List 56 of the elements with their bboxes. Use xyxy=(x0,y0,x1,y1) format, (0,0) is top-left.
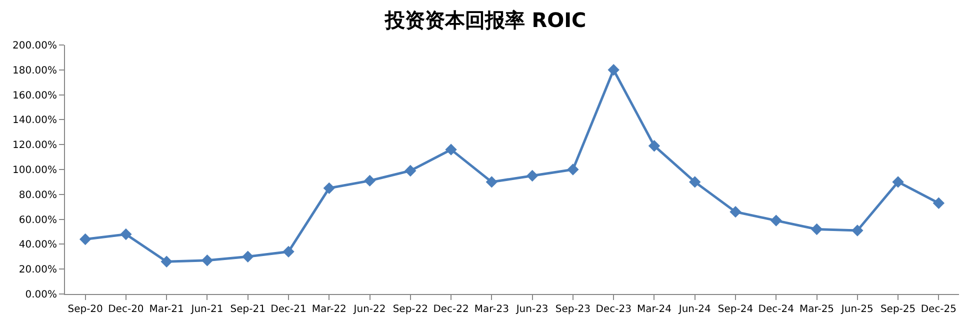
y-tick-label: 40.00% xyxy=(18,240,57,251)
x-tick-label: Mar-22 xyxy=(312,304,346,315)
point xyxy=(282,246,294,258)
point xyxy=(160,256,172,268)
point xyxy=(445,144,457,156)
point xyxy=(526,170,538,182)
x-tick-label: Sep-21 xyxy=(230,304,266,315)
x-tick-label: Mar-24 xyxy=(636,304,672,315)
x-tick-label: Sep-20 xyxy=(68,304,103,315)
point xyxy=(120,228,132,240)
point xyxy=(486,176,498,188)
point xyxy=(567,164,579,176)
point xyxy=(79,233,92,246)
y-tick-label: 20.00% xyxy=(18,264,57,276)
point xyxy=(892,176,904,188)
x-tick-label: Sep-22 xyxy=(392,304,428,315)
point xyxy=(404,164,416,177)
point xyxy=(201,254,214,266)
y-tick-label: 100.00% xyxy=(12,165,57,176)
point xyxy=(689,176,701,188)
point xyxy=(770,214,782,226)
y-tick-label: 140.00% xyxy=(12,115,57,126)
y-tick-label: 60.00% xyxy=(18,214,57,226)
x-tick-label: Dec-24 xyxy=(758,304,794,315)
point xyxy=(323,182,335,194)
point xyxy=(364,174,376,187)
y-tick-label: 200.00% xyxy=(12,40,57,52)
y-tick-label: 180.00% xyxy=(12,65,57,76)
x-tick-label: Sep-23 xyxy=(555,304,591,315)
x-tick-label: Dec-25 xyxy=(920,304,957,315)
x-tick-label: Sep-25 xyxy=(880,304,916,315)
x-tick-label: Jun-21 xyxy=(190,304,224,315)
y-tick-label: 80.00% xyxy=(18,190,57,201)
point xyxy=(852,224,864,236)
point xyxy=(810,223,823,236)
point xyxy=(730,206,742,218)
point xyxy=(608,64,620,76)
chart-title: 投资资本回报率 ROIC xyxy=(384,8,586,32)
point xyxy=(242,250,254,262)
x-tick-label: Dec-23 xyxy=(596,304,632,315)
y-tick-label: 120.00% xyxy=(12,140,57,152)
x-tick-label: Dec-21 xyxy=(270,304,306,315)
x-tick-label: Dec-20 xyxy=(108,304,144,315)
x-tick-label: Mar-23 xyxy=(474,304,509,315)
point xyxy=(932,197,945,209)
x-tick-label: Mar-21 xyxy=(149,304,184,315)
x-tick-label: Jun-25 xyxy=(840,304,874,315)
x-tick-label: Jun-22 xyxy=(352,304,386,315)
x-tick-label: Sep-24 xyxy=(718,304,754,315)
x-tick-label: Mar-25 xyxy=(799,304,834,315)
x-tick-label: Jun-24 xyxy=(678,304,711,315)
point xyxy=(648,140,660,152)
x-tick-label: Dec-22 xyxy=(433,304,469,315)
y-tick-label: 160.00% xyxy=(12,90,57,102)
x-tick-label: Jun-23 xyxy=(515,304,548,315)
y-tick-label: 0.00% xyxy=(25,290,57,300)
